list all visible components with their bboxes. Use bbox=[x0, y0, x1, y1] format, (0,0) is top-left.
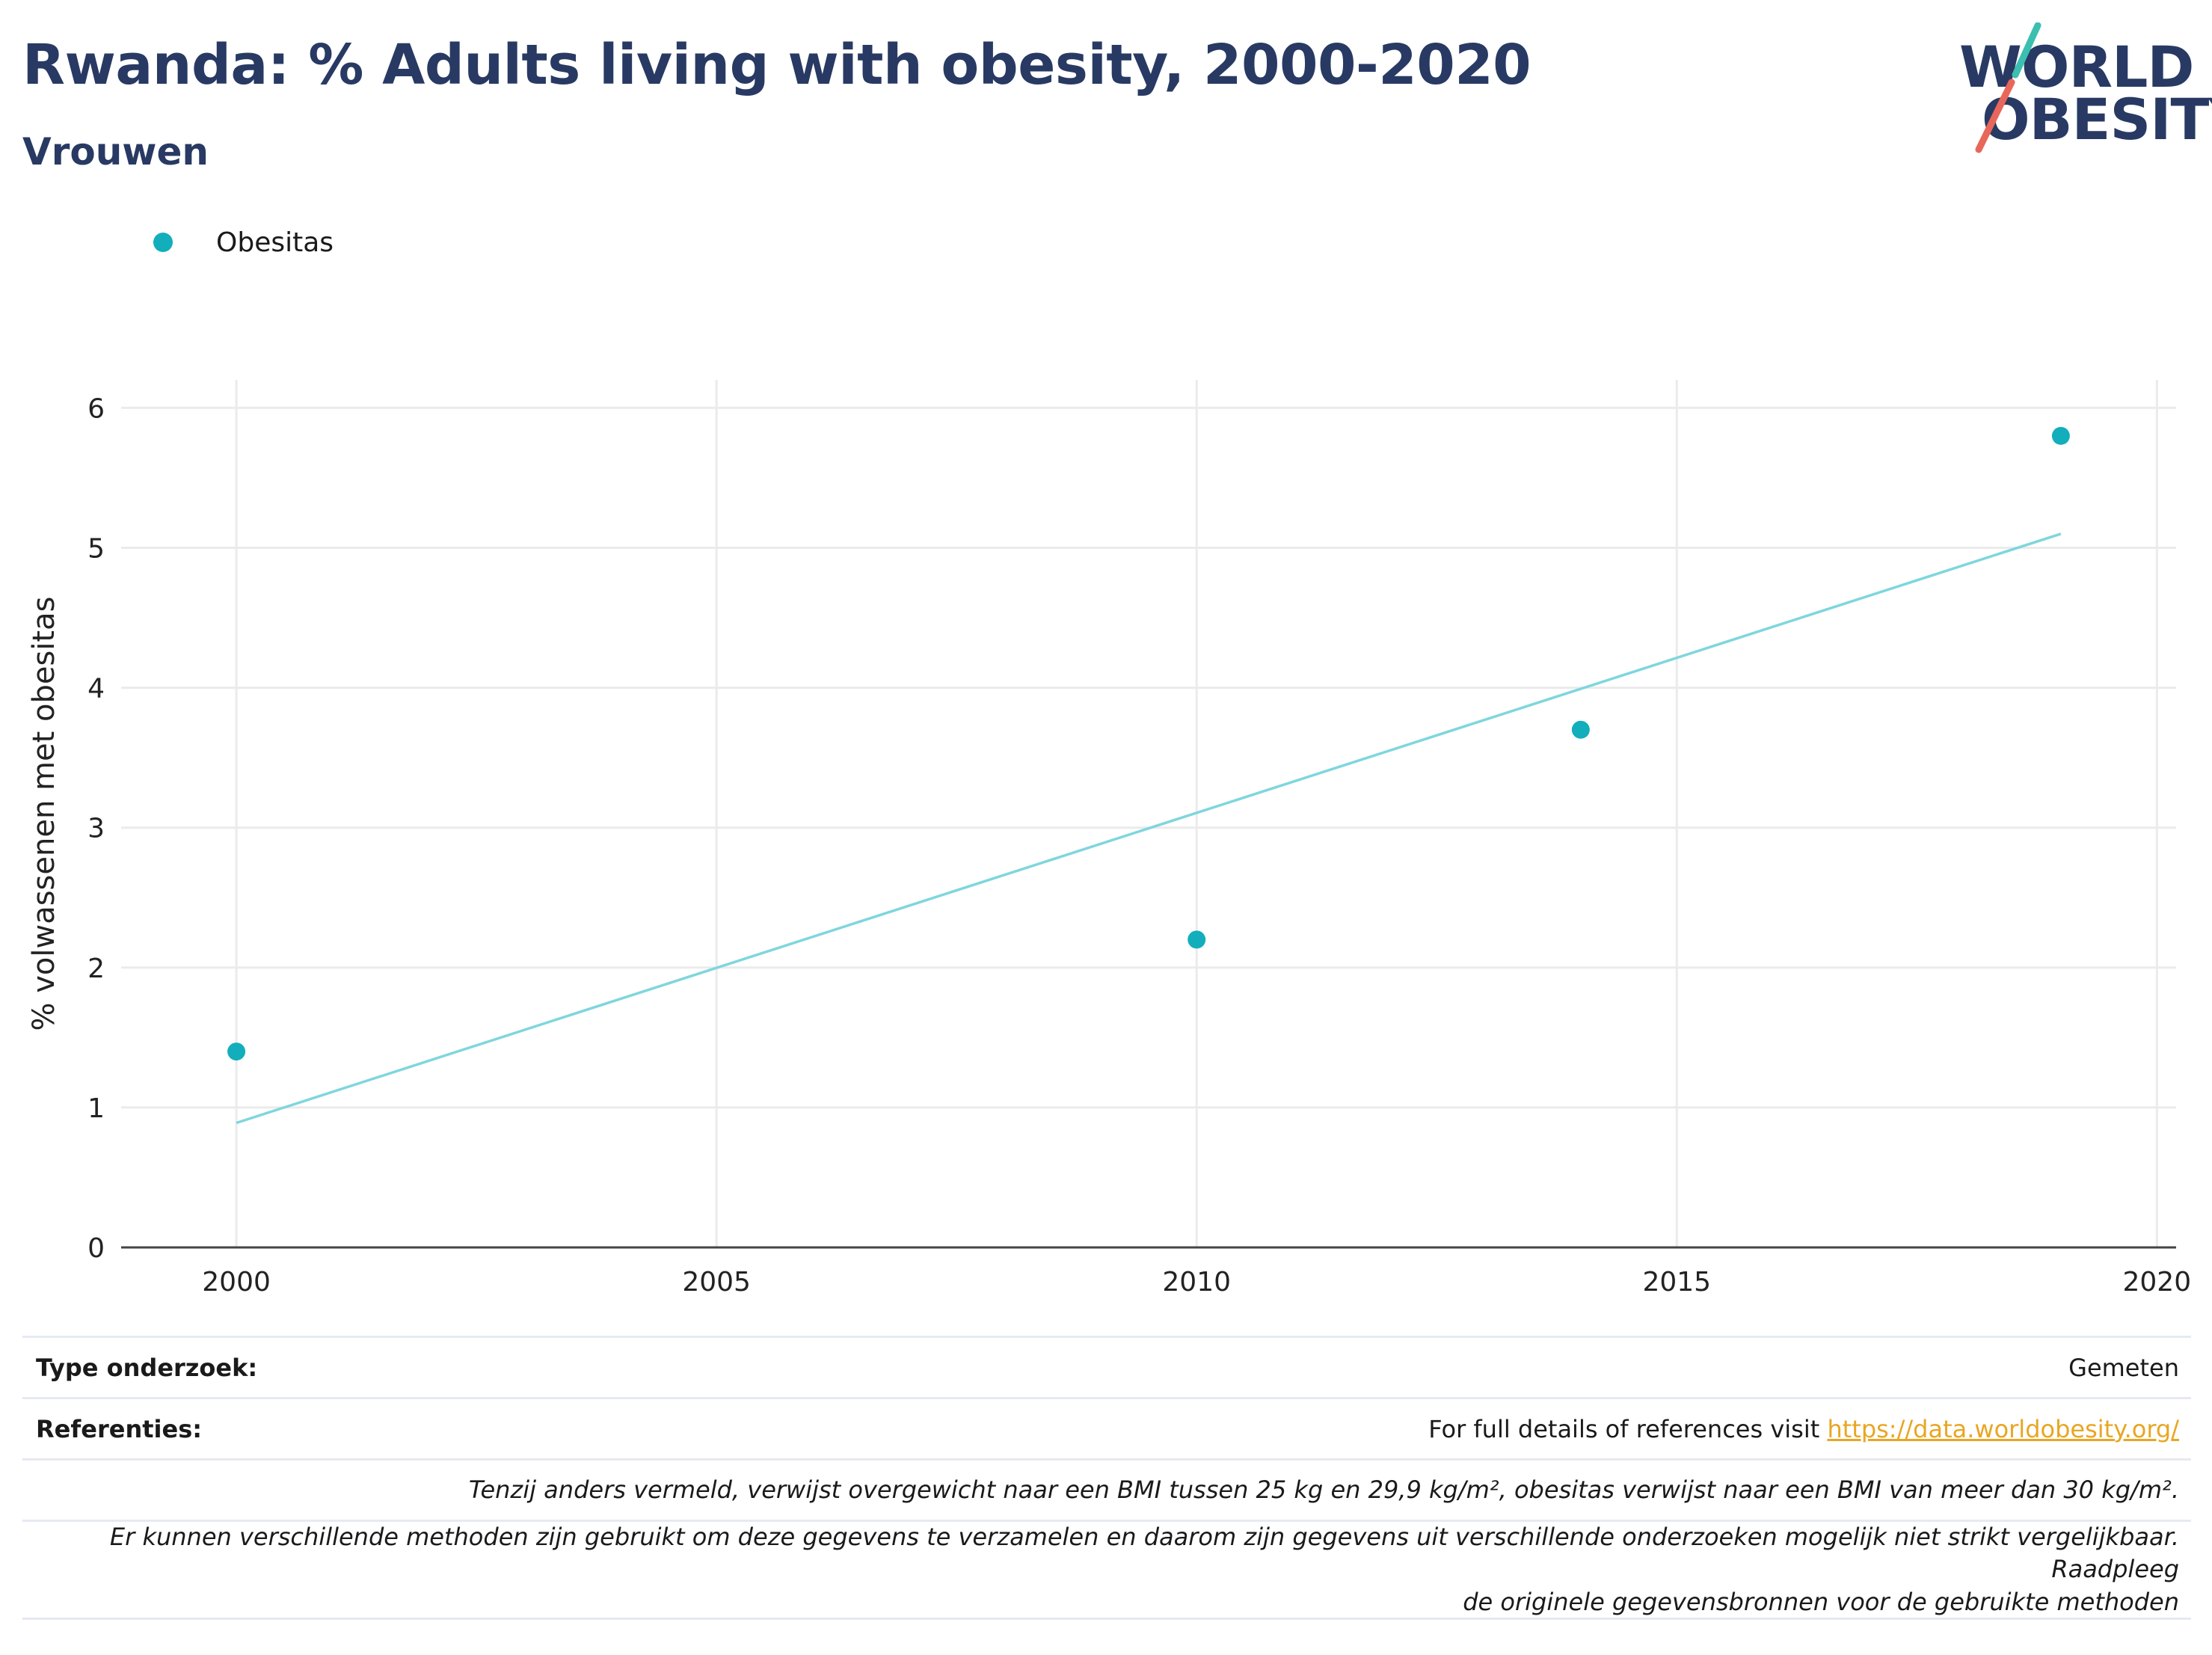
references-value: For full details of references visit htt… bbox=[1428, 1415, 2191, 1443]
chart-subtitle: Vrouwen bbox=[22, 130, 209, 174]
logo-word-obesity: OBESITY bbox=[1982, 86, 2212, 153]
methods-note-line1: Er kunnen verschillende methoden zijn ge… bbox=[109, 1523, 2179, 1584]
x-tick-label: 2000 bbox=[202, 1267, 271, 1298]
x-tick-label: 2005 bbox=[682, 1267, 751, 1298]
footer-row-methods-note: Er kunnen verschillende methoden zijn ge… bbox=[22, 1520, 2191, 1620]
x-tick-label: 2015 bbox=[1642, 1267, 1711, 1298]
y-tick-label: 3 bbox=[87, 814, 105, 844]
data-point bbox=[1571, 720, 1590, 739]
x-tick-label: 2020 bbox=[2123, 1267, 2192, 1298]
y-tick-label: 2 bbox=[87, 954, 105, 984]
methods-note: Er kunnen verschillende methoden zijn ge… bbox=[22, 1521, 2191, 1618]
chart-title: Rwanda: % Adults living with obesity, 20… bbox=[22, 33, 1531, 97]
y-tick-label: 6 bbox=[87, 393, 105, 424]
footer-row-references: Referenties: For full details of referen… bbox=[22, 1397, 2191, 1458]
x-tick-label: 2010 bbox=[1162, 1267, 1231, 1298]
data-point bbox=[227, 1043, 246, 1061]
chart-legend: Obesitas bbox=[153, 226, 334, 259]
methods-note-line2: de originele gegevensbronnen voor de geb… bbox=[1463, 1587, 2179, 1616]
footer-row-survey-type: Type onderzoek: Gemeten bbox=[22, 1336, 2191, 1397]
data-point bbox=[2051, 426, 2070, 445]
legend-label-obesitas: Obesitas bbox=[216, 227, 334, 258]
scatter-chart: 0 1 2 3 4 5 6 2000 2005 2010 2015 2020 % volwassenen… bbox=[27, 380, 2192, 1298]
logo-word-world: WORLD bbox=[1959, 34, 2194, 100]
y-tick-label: 4 bbox=[87, 674, 105, 704]
references-link[interactable]: https://data.worldobesity.org/ bbox=[1827, 1414, 2179, 1443]
y-tick-label: 1 bbox=[87, 1093, 105, 1124]
y-tick-label: 0 bbox=[87, 1233, 105, 1264]
survey-type-value: Gemeten bbox=[2068, 1353, 2179, 1382]
legend-marker-obesitas bbox=[153, 233, 173, 252]
trend-line bbox=[236, 532, 2062, 1125]
logo-slash-icon bbox=[1975, 22, 2042, 153]
world-obesity-logo: WORLD OBESITY bbox=[1944, 22, 2212, 157]
references-text: For full details of references visit bbox=[1428, 1414, 1828, 1443]
y-axis-title: % volwassenen met obesitas bbox=[27, 597, 61, 1031]
bmi-definition-note: Tenzij anders vermeld, verwijst overgewi… bbox=[468, 1475, 2179, 1504]
chart-footer: Type onderzoek: Gemeten Referenties: For… bbox=[22, 1336, 2191, 1620]
footer-row-bmi-note: Tenzij anders vermeld, verwijst overgewi… bbox=[22, 1458, 2191, 1520]
data-point bbox=[1188, 930, 1206, 949]
y-tick-label: 5 bbox=[87, 534, 105, 565]
survey-type-label: Type onderzoek: bbox=[36, 1353, 258, 1382]
references-label: Referenties: bbox=[36, 1414, 203, 1443]
